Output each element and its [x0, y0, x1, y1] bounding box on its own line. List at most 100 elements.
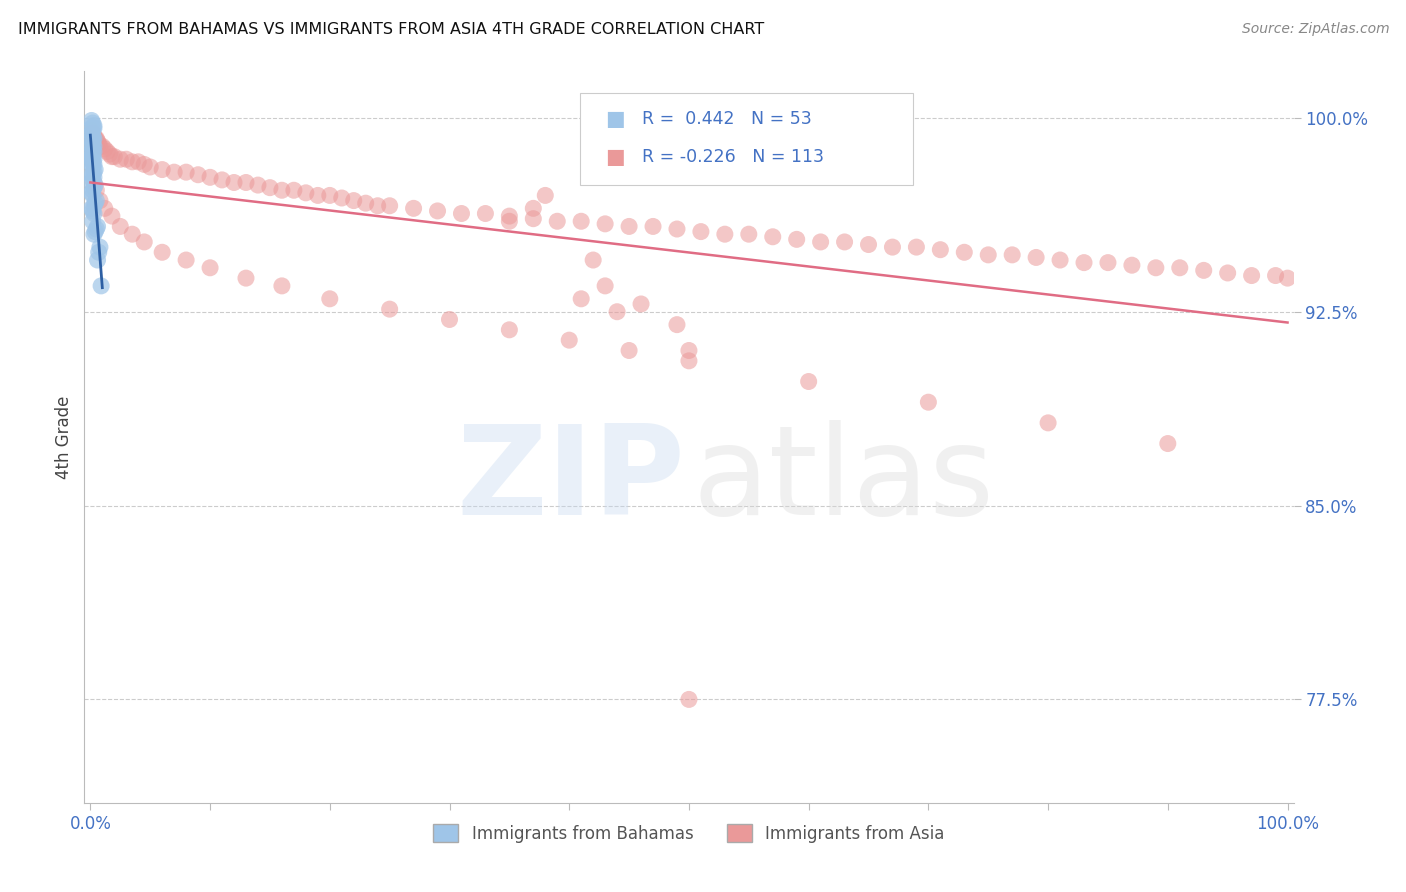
Point: [439, 312, 461, 326]
Point: [569, 292, 592, 306]
Point: [762, 229, 785, 244]
Point: [593, 278, 616, 293]
Point: [121, 227, 143, 242]
Point: [330, 191, 353, 205]
Point: [80, 150, 103, 164]
Point: [83, 199, 105, 213]
Point: [797, 375, 820, 389]
Point: [80, 131, 103, 145]
Point: [82, 124, 104, 138]
Point: [617, 219, 640, 234]
Point: [110, 153, 132, 167]
Point: [882, 240, 904, 254]
Point: [905, 240, 928, 254]
Point: [86, 222, 108, 236]
Y-axis label: 4th Grade: 4th Grade: [55, 395, 73, 479]
Point: [1025, 251, 1047, 265]
Point: [222, 176, 245, 190]
Point: [98, 147, 121, 161]
Point: [367, 199, 389, 213]
Point: [259, 180, 281, 194]
Point: [198, 170, 221, 185]
Point: [211, 173, 233, 187]
Point: [89, 139, 111, 153]
Point: [83, 180, 105, 194]
Point: [307, 188, 329, 202]
Point: [546, 214, 568, 228]
Point: [1264, 268, 1286, 283]
Point: [786, 232, 808, 246]
Point: [270, 183, 292, 197]
Point: [426, 203, 449, 218]
Point: [858, 237, 880, 252]
Point: [641, 219, 664, 234]
Point: [82, 116, 104, 130]
Point: [678, 354, 700, 368]
Point: [174, 253, 197, 268]
Point: [80, 121, 103, 136]
Point: [498, 323, 520, 337]
Point: [82, 134, 104, 148]
Point: [82, 128, 104, 143]
Point: [319, 188, 342, 202]
Point: [665, 222, 688, 236]
Text: R = -0.226   N = 113: R = -0.226 N = 113: [641, 148, 824, 166]
Point: [593, 217, 616, 231]
Point: [90, 278, 112, 293]
Point: [498, 214, 520, 228]
Point: [91, 139, 114, 153]
Point: [83, 227, 105, 242]
Point: [354, 196, 377, 211]
Point: [319, 292, 342, 306]
Text: Source: ZipAtlas.com: Source: ZipAtlas.com: [1241, 22, 1389, 37]
Point: [558, 333, 581, 347]
Point: [378, 302, 401, 317]
Point: [87, 245, 110, 260]
Point: [127, 154, 149, 169]
Point: [498, 209, 520, 223]
Point: [96, 145, 118, 159]
Point: [83, 128, 105, 143]
Point: [283, 183, 305, 197]
Point: [83, 165, 105, 179]
Point: [678, 343, 700, 358]
Point: [474, 206, 496, 220]
Point: [198, 260, 221, 275]
Point: [1157, 436, 1180, 450]
Point: [163, 165, 186, 179]
Point: [80, 145, 103, 159]
Point: [1240, 268, 1263, 283]
Text: atlas: atlas: [693, 420, 994, 541]
Point: [270, 278, 292, 293]
Point: [150, 245, 173, 260]
Point: [86, 183, 108, 197]
Point: [1001, 248, 1024, 262]
Point: [82, 154, 104, 169]
Point: [617, 343, 640, 358]
Text: ■: ■: [606, 109, 626, 129]
Point: [83, 170, 105, 185]
Point: [139, 160, 162, 174]
Point: [235, 271, 257, 285]
Point: [83, 157, 105, 171]
Point: [343, 194, 366, 208]
Point: [246, 178, 269, 192]
Point: [83, 119, 105, 133]
Point: [187, 168, 209, 182]
Point: [834, 235, 856, 249]
Point: [84, 225, 107, 239]
Point: [665, 318, 688, 332]
Point: [522, 211, 544, 226]
Point: [82, 136, 104, 151]
Point: [89, 194, 111, 208]
Point: [1073, 255, 1095, 269]
Point: [89, 240, 111, 254]
Point: [235, 176, 257, 190]
Point: [582, 253, 605, 268]
Point: [810, 235, 832, 249]
Point: [82, 168, 104, 182]
Point: [82, 150, 104, 164]
Point: [82, 214, 104, 228]
Point: [1277, 271, 1299, 285]
Point: [953, 245, 976, 260]
